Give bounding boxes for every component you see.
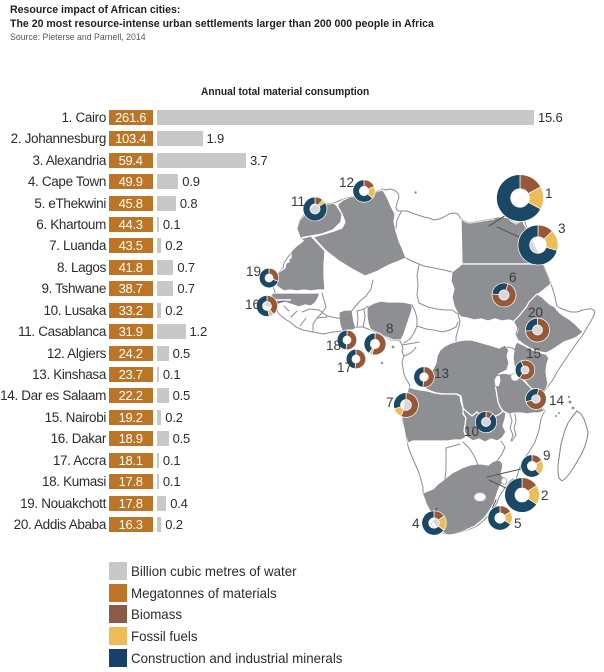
svg-text:7: 7 [386,395,394,410]
svg-text:4: 4 [412,516,420,531]
svg-text:18: 18 [326,338,341,353]
svg-text:13: 13 [434,366,449,381]
svg-text:15: 15 [526,346,541,361]
svg-text:9: 9 [543,448,551,463]
svg-text:14: 14 [549,393,565,408]
svg-text:8: 8 [386,321,394,336]
svg-text:1: 1 [545,186,553,201]
svg-text:5: 5 [514,516,522,531]
svg-text:3: 3 [558,221,566,236]
svg-text:19: 19 [246,264,261,279]
svg-text:11: 11 [291,194,305,209]
svg-text:12: 12 [339,175,354,190]
svg-text:10: 10 [464,424,479,439]
svg-text:17: 17 [337,360,352,375]
svg-text:6: 6 [509,270,517,285]
svg-text:2: 2 [541,488,549,503]
svg-text:20: 20 [528,305,543,320]
svg-text:16: 16 [245,297,260,312]
